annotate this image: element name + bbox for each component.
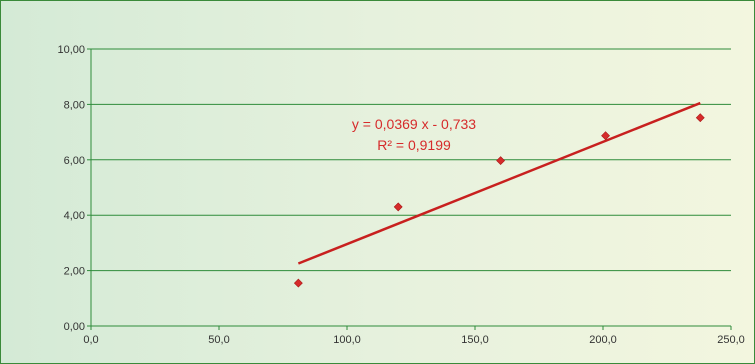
x-tick-label: 0,0 [83,334,98,346]
y-axis-ticks: 0,00 2,00 4,00 6,00 8,00 10,00 [57,44,91,333]
y-tick-label: 4,00 [64,210,85,222]
y-tick-label: 10,00 [57,44,85,56]
trendline [297,101,701,265]
grid-lines [91,48,731,272]
data-point [601,131,610,141]
data-point [695,113,705,123]
data-points [293,113,705,288]
y-tick-label: 2,00 [64,266,85,278]
x-tick-label: 250,0 [717,334,745,346]
x-tick-label: 50,0 [208,334,229,346]
trendline-equation: y = 0,0369 x - 0,733 [352,116,476,132]
data-point [496,156,506,166]
x-tick-label: 200,0 [589,334,617,346]
y-tick-label: 0,00 [64,321,85,333]
y-tick-label: 8,00 [64,99,85,111]
y-tick-label: 6,00 [64,155,85,167]
x-tick-label: 100,0 [333,334,361,346]
data-point [393,202,403,212]
data-point [293,278,303,288]
x-tick-label: 150,0 [461,334,489,346]
trendline-r-squared: R² = 0,9199 [377,137,451,153]
x-axis-ticks: 0,0 50,0 100,0 150,0 200,0 250,0 [83,326,745,346]
